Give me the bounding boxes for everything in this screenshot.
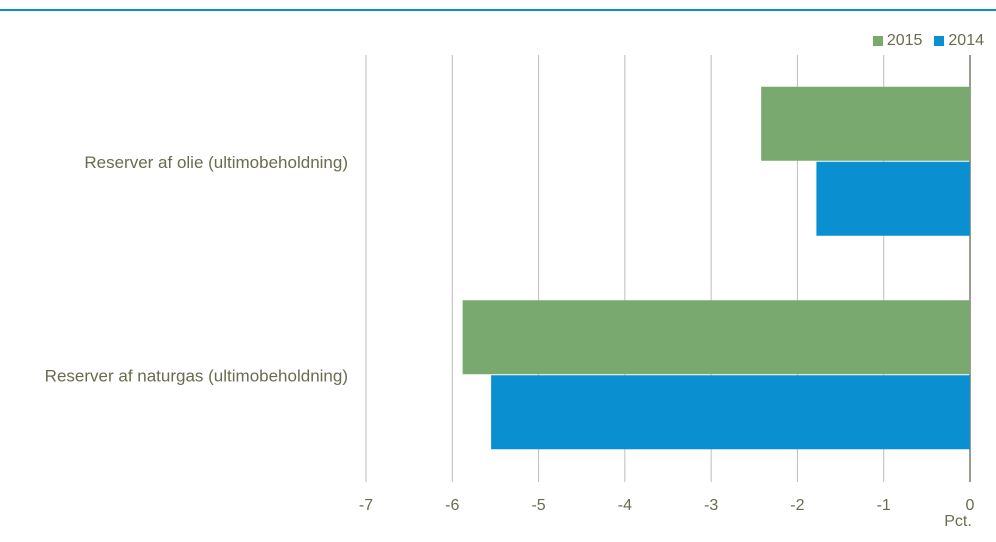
x-tick-label: -1 bbox=[877, 497, 891, 514]
legend-label-2014: 2014 bbox=[948, 32, 984, 49]
chart-legend: 2015 2014 bbox=[861, 32, 984, 50]
bar-2015 bbox=[761, 86, 970, 161]
x-tick-label: -4 bbox=[618, 497, 632, 514]
legend-label-2015: 2015 bbox=[886, 32, 923, 49]
x-tick-label: -3 bbox=[704, 497, 718, 514]
x-tick-label: -2 bbox=[790, 497, 804, 514]
top-accent-rule bbox=[0, 9, 996, 11]
x-tick-label: -5 bbox=[531, 497, 545, 514]
legend-item-2015: 2015 bbox=[872, 32, 923, 50]
category-label: Reserver af olie (ultimobeholdning) bbox=[84, 153, 348, 172]
bar-2014 bbox=[816, 161, 970, 236]
legend-swatch-2015 bbox=[872, 36, 883, 46]
x-tick-label: -7 bbox=[359, 497, 373, 514]
x-tick-label: -6 bbox=[445, 497, 459, 514]
category-label: Reserver af naturgas (ultimobeholdning) bbox=[45, 366, 348, 385]
x-unit-label: Pct. bbox=[944, 513, 972, 530]
x-tick-label: 0 bbox=[966, 497, 975, 514]
bar-2015 bbox=[462, 300, 970, 375]
bar-2014 bbox=[491, 375, 970, 450]
legend-item-2014: 2014 bbox=[934, 32, 984, 50]
legend-swatch-2014 bbox=[934, 36, 945, 46]
